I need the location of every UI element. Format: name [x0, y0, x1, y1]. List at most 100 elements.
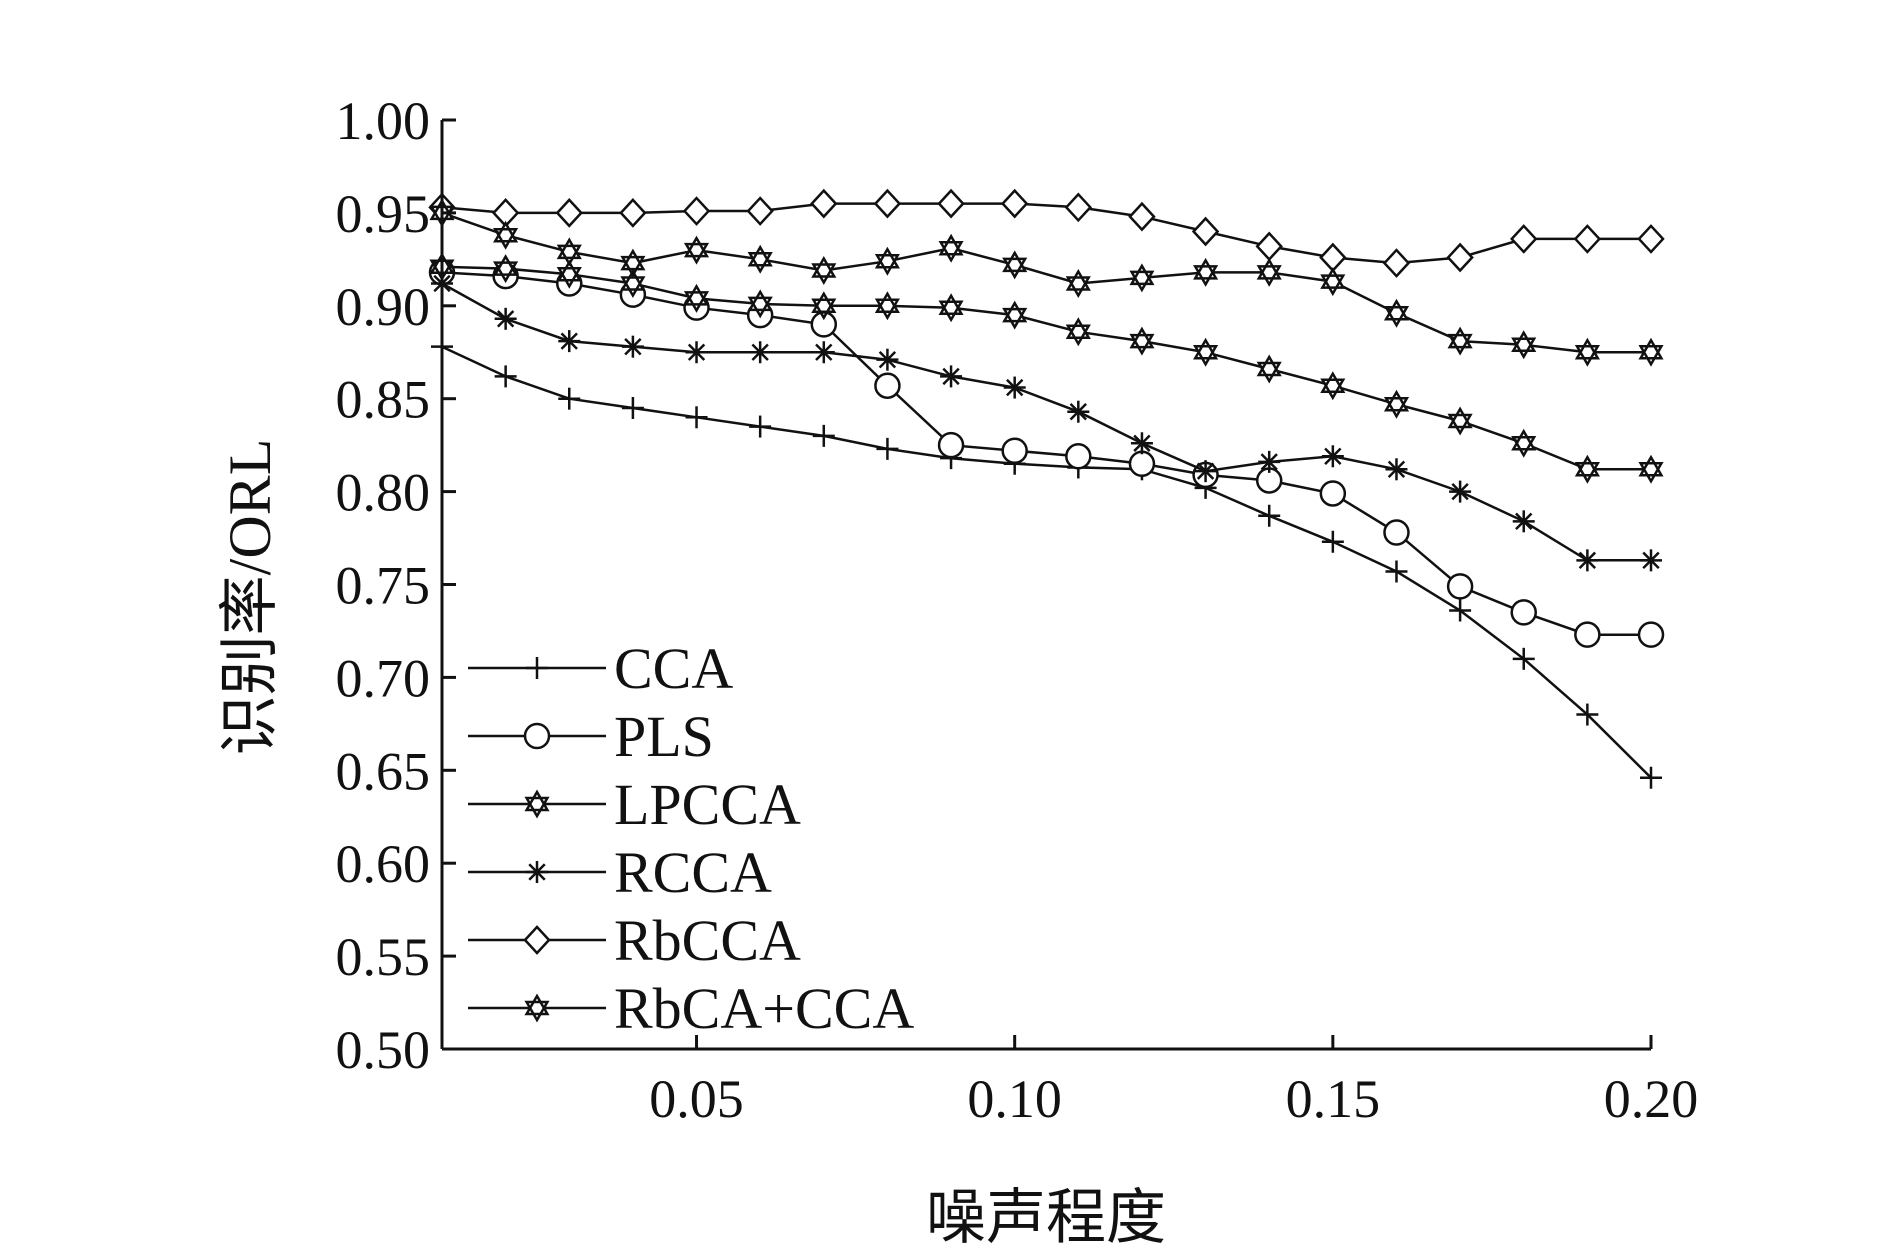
y-tick-label: 0.50 [336, 1020, 431, 1080]
series-lpcca-point [747, 289, 773, 319]
series-lpcca-point [1002, 300, 1028, 330]
legend-marker [524, 789, 550, 819]
series-pls-point [1065, 443, 1092, 470]
series-rcca-point [749, 341, 772, 364]
y-tick-label: 0.95 [336, 184, 431, 244]
series-rcca-point [1258, 450, 1281, 473]
x-axis-ticks: 0.05 0.10 0.15 0.20 [649, 1035, 1698, 1129]
series-cca-line [441, 345, 1652, 779]
y-tick-label: 0.55 [336, 927, 431, 987]
series-rbcca-point [1446, 242, 1474, 273]
series-rcca-point [558, 330, 581, 353]
series-cca-point [1576, 703, 1599, 726]
series-pls [428, 259, 1665, 648]
series-lpcca-line [441, 265, 1651, 471]
series-rbca-cca-point [1447, 326, 1473, 356]
series-pls-point [1574, 621, 1601, 648]
series-lpcca-point [874, 291, 900, 321]
series-rcca-point [494, 307, 517, 330]
series-rbca-cca-point [1511, 330, 1537, 360]
series-rbca-cca-point [556, 237, 582, 267]
y-tick-label: 0.85 [336, 370, 431, 430]
series-lpcca-point [1638, 454, 1664, 484]
x-tick-label: 0.05 [649, 1069, 744, 1129]
x-tick-label: 0.10 [967, 1069, 1062, 1129]
series-rbca-cca-point [747, 244, 773, 274]
legend-entry-rbcca: RbCCA [468, 908, 801, 973]
series-rbca-cca-point [1193, 257, 1219, 287]
series-rbca-cca-point [938, 233, 964, 263]
legend-entry-lpcca: LPCCA [468, 772, 801, 837]
legend-marker [524, 993, 550, 1023]
x-axis-title: 噪声程度 [926, 1185, 1166, 1251]
y-tick-label: 0.60 [336, 834, 431, 894]
series-cca-point [558, 387, 581, 410]
series-rbca-cca [429, 198, 1664, 367]
series-lpcca-point [493, 254, 519, 284]
y-tick-label: 0.75 [336, 556, 431, 616]
legend-label: PLS [614, 704, 714, 769]
series-rbcca-point [1573, 224, 1602, 254]
series-rcca-point [940, 365, 963, 388]
series-lpcca-point [938, 293, 964, 323]
plot-area: 0.50 0.55 0.60 0.65 0.70 0.75 0.80 0.85 0.90 0.95… [336, 91, 1699, 1129]
legend-marker [523, 722, 551, 750]
series-lpcca-point [683, 283, 710, 313]
y-tick-label: 0.90 [336, 277, 431, 337]
series-rbcca-point [1255, 231, 1283, 262]
legend-marker [526, 657, 548, 679]
x-tick-label: 0.15 [1286, 1069, 1381, 1129]
series-rbcca-point [937, 188, 965, 219]
series-rcca [431, 272, 1662, 572]
series-rcca-point [1640, 549, 1662, 572]
legend-label: RbCCA [614, 908, 801, 973]
series-rbcca-point [555, 198, 583, 228]
series-rcca-point [1067, 400, 1090, 423]
series-rbcca-point [1637, 224, 1665, 254]
series-lpcca-point [1574, 454, 1600, 484]
series-lpcca-point [1193, 337, 1219, 367]
series-pls-point [1001, 437, 1028, 464]
series-rcca-point [685, 341, 708, 364]
series-pls-point [1446, 573, 1474, 600]
legend-entry-cca: CCA [468, 636, 733, 701]
series-rcca-point [1449, 480, 1472, 503]
series-rcca-point [876, 348, 899, 371]
series-rbcca-point [1319, 242, 1347, 273]
series-cca-point [1449, 599, 1472, 622]
series-rbcca-point [873, 188, 902, 219]
series-cca-point [1321, 530, 1344, 553]
series-rbca-cca-point [874, 246, 900, 276]
series-pls-point [874, 372, 901, 399]
series-rbca-cca-point [493, 220, 519, 250]
series-lpcca-point [1129, 326, 1155, 356]
series-rcca-point [1321, 445, 1344, 468]
y-axis-title: 识别率/ORL [217, 439, 283, 756]
series-rbca-cca-point [1383, 298, 1410, 328]
series-rbcca-point [1191, 216, 1220, 247]
series-rbcca-point [746, 196, 774, 226]
legend-label: CCA [614, 636, 733, 701]
series-pls-point [1637, 621, 1665, 648]
series-lpcca-point [1256, 354, 1282, 384]
series-rcca-point [812, 341, 835, 364]
series-cca-point [876, 437, 899, 460]
series-rbca-cca-point [1574, 337, 1600, 367]
series-rbca-cca-point [620, 248, 646, 278]
series-rbca-cca-point [1320, 267, 1346, 297]
series-cca-point [749, 415, 772, 438]
series-cca [431, 335, 1662, 789]
series-rcca-point [1194, 460, 1217, 483]
series-pls-point [1510, 599, 1537, 626]
series-rbca-cca-point [683, 235, 710, 265]
series-rbca-cca-point [1065, 269, 1091, 298]
legend-marker [523, 925, 551, 955]
series-cca-point [685, 406, 708, 429]
series-lpcca-point [1320, 371, 1346, 401]
series-pls-point [1319, 480, 1347, 507]
series-rbcca [428, 188, 1665, 278]
x-tick-label: 0.20 [1604, 1069, 1699, 1129]
series-rbcca-point [619, 198, 647, 228]
